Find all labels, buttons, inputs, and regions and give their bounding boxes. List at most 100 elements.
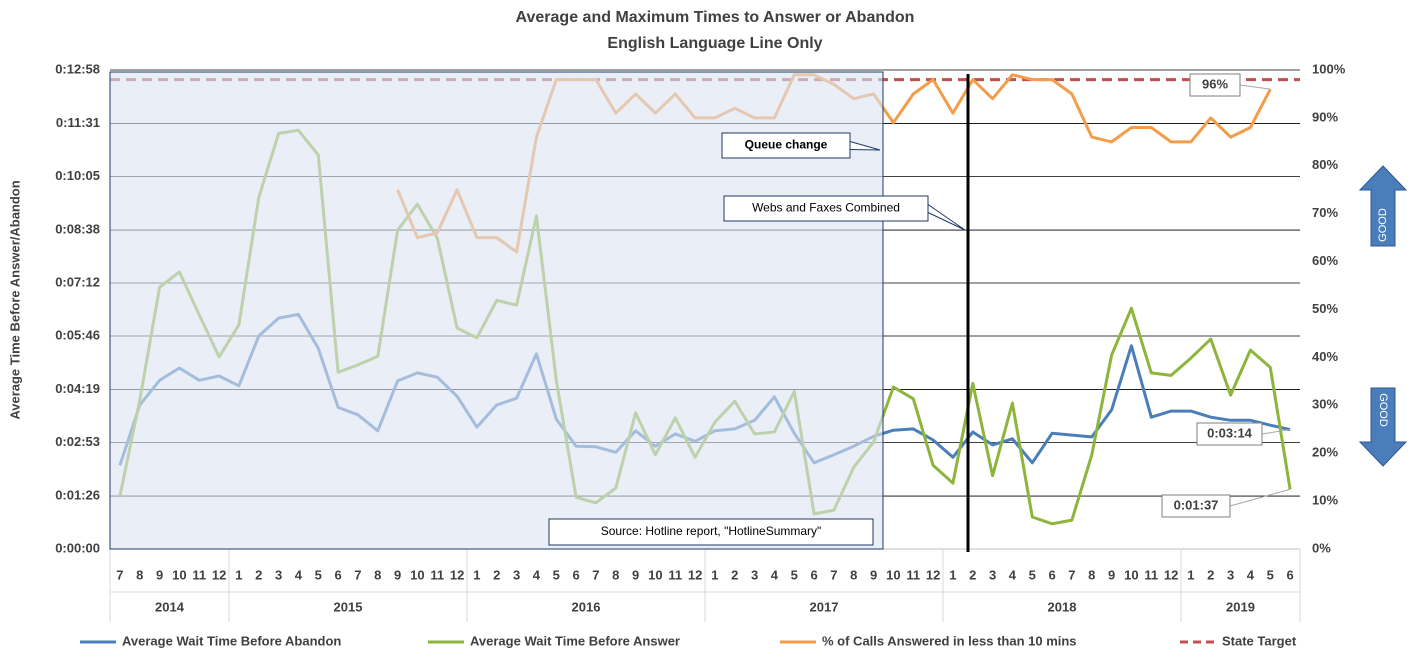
x-tick-label: 8 — [612, 567, 619, 582]
y2-tick-label: 70% — [1312, 205, 1338, 220]
value-label-box — [1196, 422, 1263, 446]
value-label: 0:03:14 — [1207, 425, 1253, 440]
x-tick-label: 12 — [212, 567, 226, 582]
x-tick-label: 2 — [731, 567, 738, 582]
y-tick-label: 0:11:31 — [56, 115, 100, 130]
x-tick-label: 8 — [1088, 567, 1095, 582]
x-tick-label: 9 — [632, 567, 639, 582]
value-label-box — [1189, 73, 1241, 97]
x-tick-label: 11 — [668, 567, 682, 582]
y2-tick-label: 90% — [1312, 109, 1338, 124]
callout-line — [1261, 429, 1291, 435]
x-tick-label: 2 — [493, 567, 500, 582]
x-tick-label: 2 — [1207, 567, 1214, 582]
x-tick-label: 9 — [394, 567, 401, 582]
value-label-box — [1161, 494, 1231, 518]
y-tick-label: 0:04:19 — [55, 381, 100, 396]
annotation: Source: Hotline report, "HotlineSummary" — [601, 524, 822, 538]
x-tick-label: 6 — [1286, 567, 1293, 582]
x-tick-label: 4 — [533, 567, 541, 582]
legend-label: State Target — [1222, 633, 1297, 648]
annotation-box — [723, 195, 929, 222]
x-tick-label: 4 — [1247, 567, 1255, 582]
x-tick-label: 1 — [473, 567, 480, 582]
x-tick-label: 12 — [1164, 567, 1178, 582]
x-tick-label: 2 — [969, 567, 976, 582]
x-tick-label: 2 — [255, 567, 262, 582]
legend-label: Average Wait Time Before Abandon — [122, 633, 341, 648]
annotation-box — [721, 132, 851, 159]
x-tick-label: 10 — [648, 567, 662, 582]
y2-tick-label: 20% — [1312, 445, 1338, 460]
callout-pointer — [849, 141, 881, 151]
x-tick-label: 3 — [513, 567, 520, 582]
x-tick-label: 1 — [711, 567, 718, 582]
x-tick-label: 3 — [989, 567, 996, 582]
value-label: 96% — [1202, 76, 1228, 91]
x-tick-label: 10 — [410, 567, 424, 582]
good-label: GOOD — [1377, 393, 1389, 427]
x-tick-label: 5 — [1267, 567, 1274, 582]
x-tick-label: 4 — [1009, 567, 1017, 582]
y-tick-label: 0:08:38 — [55, 222, 100, 237]
y2-tick-label: 100% — [1312, 61, 1346, 76]
x-tick-label: 4 — [295, 567, 303, 582]
y2-tick-label: 40% — [1312, 349, 1338, 364]
x-tick-label: 6 — [334, 567, 341, 582]
x-tick-label: 5 — [553, 567, 560, 582]
good-arrow-up — [1358, 165, 1408, 247]
y-tick-label: 0:07:12 — [55, 274, 100, 289]
x-tick-label: 11 — [192, 567, 206, 582]
x-tick-label: 5 — [315, 567, 322, 582]
x-tick-label: 1 — [949, 567, 956, 582]
legend-label: % of Calls Answered in less than 10 mins — [822, 633, 1077, 648]
x-tick-label: 5 — [791, 567, 798, 582]
x-tick-label: 1 — [235, 567, 242, 582]
x-tick-label: 1 — [1187, 567, 1194, 582]
x-tick-label: 11 — [906, 567, 920, 582]
x-tick-label: 6 — [1048, 567, 1055, 582]
x-tick-label: 11 — [430, 567, 444, 582]
y-tick-label: 0:12:58 — [55, 61, 100, 76]
x-tick-label: 7 — [116, 567, 123, 582]
x-tick-label: 10 — [886, 567, 900, 582]
y-tick-label: 0:02:53 — [55, 434, 100, 449]
x-tick-label: 12 — [926, 567, 940, 582]
year-label: 2017 — [810, 599, 839, 614]
callout-line — [1239, 84, 1271, 90]
x-tick-label: 12 — [688, 567, 702, 582]
annotation: Queue change — [745, 138, 828, 152]
good-arrow-down — [1358, 387, 1408, 467]
x-tick-label: 8 — [850, 567, 857, 582]
y-axis-label: Average Time Before Answer/Abandon — [7, 180, 22, 419]
y-tick-label: 0:01:26 — [55, 487, 100, 502]
legend-label: Average Wait Time Before Answer — [470, 633, 680, 648]
callout-line — [1229, 488, 1291, 507]
y2-tick-label: 50% — [1312, 301, 1338, 316]
year-label: 2016 — [572, 599, 601, 614]
y2-tick-label: 60% — [1312, 253, 1338, 268]
x-tick-label: 6 — [810, 567, 817, 582]
y2-tick-label: 10% — [1312, 493, 1338, 508]
x-tick-label: 7 — [354, 567, 361, 582]
x-tick-label: 10 — [172, 567, 186, 582]
x-tick-label: 7 — [592, 567, 599, 582]
x-tick-label: 8 — [374, 567, 381, 582]
x-tick-label: 3 — [751, 567, 758, 582]
x-tick-label: 5 — [1029, 567, 1036, 582]
y-tick-label: 0:05:46 — [55, 327, 100, 342]
x-tick-label: 7 — [1068, 567, 1075, 582]
x-tick-label: 9 — [1108, 567, 1115, 582]
callout-pointer — [927, 204, 966, 231]
x-tick-label: 4 — [771, 567, 779, 582]
year-label: 2015 — [334, 599, 363, 614]
chart-title: Average and Maximum Times to Answer or A… — [516, 9, 915, 26]
year-label: 2014 — [155, 599, 185, 614]
annotation: Webs and Faxes Combined — [752, 201, 900, 215]
y2-tick-label: 80% — [1312, 157, 1338, 172]
y2-tick-label: 0% — [1312, 540, 1331, 555]
x-tick-label: 9 — [156, 567, 163, 582]
y2-tick-label: 30% — [1312, 397, 1338, 412]
annotation-box — [548, 518, 874, 546]
